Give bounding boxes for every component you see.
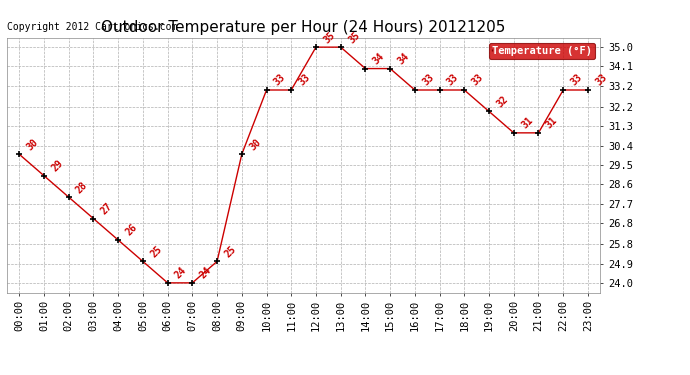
Text: 32: 32 — [495, 94, 510, 109]
Text: 34: 34 — [371, 51, 386, 66]
Text: 33: 33 — [272, 72, 288, 88]
Text: 33: 33 — [420, 72, 436, 88]
Text: 29: 29 — [50, 158, 65, 174]
Text: 30: 30 — [247, 137, 263, 152]
Text: 35: 35 — [322, 30, 337, 45]
Text: 30: 30 — [25, 137, 40, 152]
Text: 28: 28 — [75, 180, 90, 195]
Legend: Temperature (°F): Temperature (°F) — [489, 43, 595, 59]
Text: 33: 33 — [593, 72, 609, 88]
Text: 24: 24 — [198, 265, 213, 281]
Text: 33: 33 — [297, 72, 312, 88]
Text: 31: 31 — [520, 115, 535, 131]
Text: 33: 33 — [470, 72, 485, 88]
Text: 35: 35 — [346, 30, 362, 45]
Text: 33: 33 — [569, 72, 584, 88]
Text: 31: 31 — [544, 115, 560, 131]
Text: Copyright 2012 Cartronics.com: Copyright 2012 Cartronics.com — [7, 22, 177, 32]
Text: 25: 25 — [223, 244, 238, 259]
Text: 25: 25 — [148, 244, 164, 259]
Text: 27: 27 — [99, 201, 115, 216]
Text: 26: 26 — [124, 222, 139, 238]
Title: Outdoor Temperature per Hour (24 Hours) 20121205: Outdoor Temperature per Hour (24 Hours) … — [101, 20, 506, 35]
Text: 33: 33 — [445, 72, 460, 88]
Text: 24: 24 — [173, 265, 188, 281]
Text: 34: 34 — [395, 51, 411, 66]
